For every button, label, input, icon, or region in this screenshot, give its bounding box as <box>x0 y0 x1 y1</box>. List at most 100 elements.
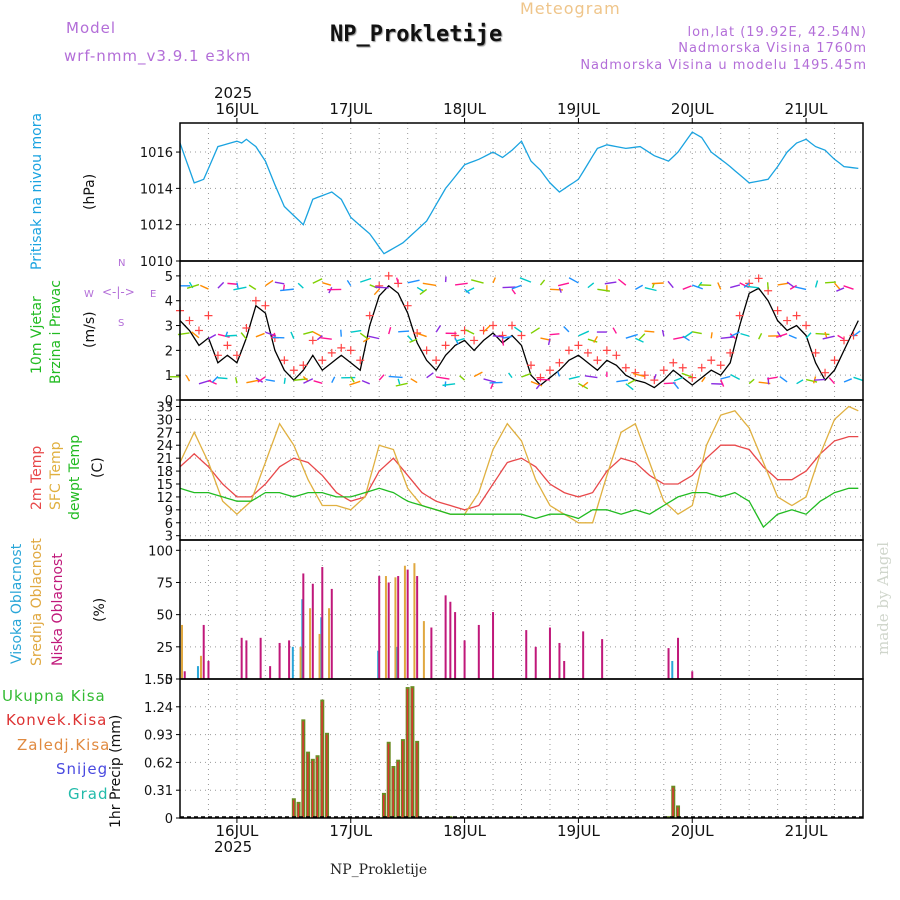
cloud-bar-low_cloud <box>387 582 390 679</box>
wind-arrow <box>612 327 617 334</box>
wind-arrow <box>651 282 664 285</box>
wind-arrow <box>539 279 546 286</box>
wind-arrow <box>255 332 265 338</box>
wind-arrow <box>264 279 274 287</box>
wind-arrow <box>217 333 230 338</box>
wind-arrow <box>701 376 706 383</box>
gust-marker <box>337 343 346 352</box>
wind-arrow <box>563 326 570 333</box>
wind-arrow <box>653 374 657 380</box>
wind-arrow <box>843 378 852 383</box>
wind-arrow <box>717 282 722 290</box>
gust-marker <box>792 311 801 320</box>
compass-w: W <box>84 289 94 300</box>
gust-marker <box>394 279 403 288</box>
gust-marker <box>726 348 735 357</box>
cloud-bar-mid_cloud <box>299 646 302 679</box>
y-tick-label: 3 <box>165 530 173 545</box>
gust-marker <box>185 316 194 325</box>
gust-marker <box>365 311 374 320</box>
wind-arrow <box>303 378 314 384</box>
y-tick-label: 9 <box>165 504 173 519</box>
wind-arrow <box>682 335 690 342</box>
cloud-bar-low_cloud <box>269 666 272 679</box>
series-line-pressure <box>179 131 859 255</box>
y-tick-label: 100 <box>148 544 173 559</box>
wind-arrow <box>661 329 665 337</box>
wind-arrow <box>805 378 818 383</box>
legend-hail: Grad <box>68 785 109 803</box>
gust-marker <box>678 363 687 372</box>
gust-marker <box>593 356 602 365</box>
y-tick-label: 3 <box>165 320 173 335</box>
wind-arrow <box>578 330 590 337</box>
cloud-bar-low_cloud <box>416 576 419 679</box>
y-tick-label: 75 <box>156 576 173 591</box>
cloud-bar-low_cloud <box>563 660 566 679</box>
wind-arrow <box>536 378 550 381</box>
mid-cloud-title: Srednja Oblacnost <box>29 538 45 666</box>
gust-marker <box>213 351 222 360</box>
wind-arrow <box>634 284 644 290</box>
wind-arrow <box>473 371 483 378</box>
cloud-bar-low_cloud <box>245 640 248 679</box>
wind-arrow <box>361 379 370 385</box>
y-tick-label: 2 <box>165 344 173 359</box>
wind-arrow <box>616 379 628 383</box>
wind-arrow <box>248 284 257 291</box>
y-tick-label: 33 <box>156 400 173 415</box>
wind-arrow <box>720 379 725 387</box>
y-tick-label: 24 <box>156 439 173 454</box>
gust-marker <box>669 358 678 367</box>
cloud-bar-low_cloud <box>430 627 433 679</box>
cloud-bar-mid_cloud <box>394 577 397 679</box>
wind-arrow <box>568 277 579 284</box>
gust-marker <box>498 331 507 340</box>
legend-total-precip: Ukupna Kisa <box>2 687 106 705</box>
wind-title-line2: Brzina i Pravac <box>48 280 64 384</box>
precip-conv-bar <box>672 787 674 818</box>
gust-marker <box>251 296 260 305</box>
wind-arrow <box>283 377 286 384</box>
cloud-bar-low_cloud <box>406 569 409 679</box>
compass-e: E <box>150 289 157 300</box>
gust-marker <box>327 348 336 357</box>
wind-arrow <box>191 331 200 339</box>
date-label-bottom: 17JUL <box>329 822 372 840</box>
wind-arrow <box>568 375 580 380</box>
wind-arrow <box>233 286 247 291</box>
temp2m-title: 2m Temp <box>29 445 45 510</box>
gust-marker <box>659 366 668 375</box>
wind-arrow <box>805 332 812 339</box>
wind-arrow <box>185 374 191 382</box>
gust-marker <box>308 336 317 345</box>
wind-arrow <box>280 288 294 292</box>
gust-marker <box>773 306 782 315</box>
gust-marker <box>697 363 706 372</box>
wind-arrow <box>312 278 323 284</box>
gust-marker <box>536 373 545 382</box>
compass-s: S <box>118 318 125 329</box>
cloud-bar-low_cloud <box>454 612 457 679</box>
cloud-bar-low_cloud <box>202 624 205 679</box>
cloud-bar-low_cloud <box>278 642 281 679</box>
wind-arrow <box>682 285 692 290</box>
wind-arrow <box>255 377 264 383</box>
wind-arrow <box>828 377 836 385</box>
wind-arrow <box>388 326 392 335</box>
cloud-bar-low_cloud <box>601 639 604 679</box>
wind-arrow <box>246 379 260 384</box>
date-label-top: 16JUL <box>215 100 258 118</box>
wind-arrow <box>644 286 657 292</box>
gust-marker <box>204 311 213 320</box>
y-tick-label: 1010 <box>140 255 173 270</box>
credit-watermark: made by Angel <box>874 541 892 655</box>
legend-freezing-rain: Zaledj.Kisa <box>17 736 111 754</box>
wind-arrow <box>398 330 410 333</box>
gust-marker <box>631 368 640 377</box>
wind-arrow <box>362 337 371 343</box>
gust-marker <box>299 361 308 370</box>
wind-arrow <box>549 288 563 291</box>
cloud-bar-mid_cloud <box>328 608 331 679</box>
wind-arrow <box>508 372 513 379</box>
